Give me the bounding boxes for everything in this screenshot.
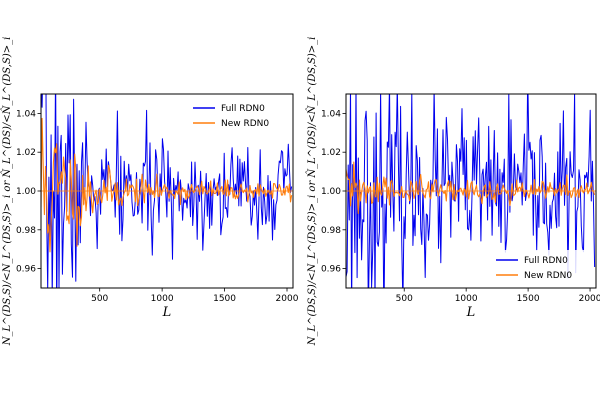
- x-tick-label: 2000: [579, 294, 600, 304]
- legend: Full RDN0 New RDN0: [490, 250, 592, 284]
- left-panel: 500 1000 1500 2000 0.96 0.98 1.00 1.02 1.04 L N_L^…: [1, 37, 299, 347]
- x-tick-label: 500: [91, 294, 108, 304]
- y-tick-label: 1.04: [16, 109, 36, 119]
- plot-area: [41, 94, 293, 288]
- legend-entry: Full RDN0: [524, 256, 568, 266]
- y-axis-label: N_L^(DS,S)/<N_L^(DS,S)>_i or N̂_L^(DS)/<…: [1, 37, 13, 347]
- x-tick-label: 1500: [213, 294, 236, 304]
- y-axis-label: N_L^(DS,S)/<N_L^(DS,S)>_i or N̂_L^(DS)/<…: [306, 37, 318, 347]
- y-tick-label: 1.00: [321, 187, 341, 197]
- y-tick-label: 0.98: [16, 226, 36, 236]
- y-tick-label: 0.96: [16, 265, 36, 275]
- legend-entry: New RDN0: [221, 119, 269, 129]
- legend-entry: Full RDN0: [221, 104, 265, 114]
- x-axis-label: L: [466, 305, 476, 320]
- series-line-full-rdn0: [346, 94, 596, 288]
- series-line-new-rdn0: [41, 117, 293, 253]
- plot-area: [346, 94, 596, 288]
- x-axis-label: L: [162, 305, 172, 320]
- y-tick-label: 1.04: [321, 109, 341, 119]
- right-panel: 500 1000 1500 2000 0.96 0.98 1.00 1.02 1.04 L N_L^…: [306, 37, 600, 347]
- x-tick-label: 2000: [276, 294, 299, 304]
- y-tick-label: 1.02: [321, 148, 341, 158]
- x-tick-label: 1000: [151, 294, 174, 304]
- y-tick-label: 0.96: [321, 265, 341, 275]
- y-tick-label: 1.00: [16, 187, 36, 197]
- y-tick-label: 1.02: [16, 148, 36, 158]
- legend-entry: New RDN0: [524, 271, 572, 281]
- series-line-full-rdn0: [41, 94, 293, 288]
- x-tick-label: 1500: [517, 294, 540, 304]
- y-tick-label: 0.98: [321, 226, 341, 236]
- series-line-new-rdn0: [346, 161, 596, 215]
- x-tick-label: 1000: [455, 294, 478, 304]
- legend: Full RDN0 New RDN0: [187, 98, 289, 132]
- x-tick-label: 500: [396, 294, 413, 304]
